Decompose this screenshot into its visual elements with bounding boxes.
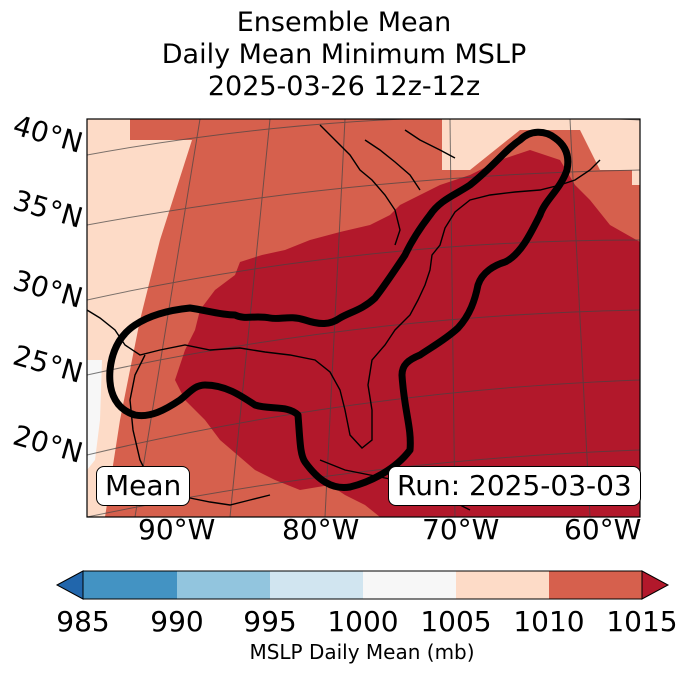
colorbar-tick-995: 995 (243, 605, 297, 638)
colorbar-frame (82, 570, 643, 600)
colorbar-tick-1015: 1015 (606, 605, 678, 638)
colorbar-tick-1005: 1005 (420, 605, 492, 638)
colorbar-bin-1010-1015 (549, 571, 642, 599)
lon-label-60: 60°W (564, 513, 642, 546)
colorbar-bin-985-990 (83, 571, 177, 599)
lon-label-90: 90°W (138, 513, 216, 546)
colorbar (55, 570, 670, 600)
map-area (87, 119, 640, 517)
colorbar-bin-990-995 (177, 571, 270, 599)
colorbar-tick-1000: 1000 (327, 605, 399, 638)
colorbar-extend-high (641, 570, 670, 600)
colorbar-bin-995-1000 (270, 571, 363, 599)
colorbar-bin-1000-1005 (363, 571, 456, 599)
title-line-3: 2025-03-26 12z-12z (207, 71, 481, 102)
colorbar-extend-low (55, 570, 84, 600)
colorbar-tick-1010: 1010 (513, 605, 585, 638)
run-date-box: Run: 2025-03-03 (388, 466, 641, 506)
title-line-2: Daily Mean Minimum MSLP (161, 39, 527, 70)
colorbar-label: MSLP Daily Mean (mb) (249, 640, 475, 664)
map-frame (86, 118, 641, 518)
mean-label-box: Mean (96, 466, 191, 506)
field-1005-1010-northeast (442, 119, 640, 185)
colorbar-bin-1005-1010 (456, 571, 549, 599)
title-line-1: Ensemble Mean (236, 7, 452, 38)
lon-label-70: 70°W (422, 513, 500, 546)
lon-label-80: 80°W (282, 513, 360, 546)
field-1005-1010-west (87, 119, 192, 517)
colorbar-tick-990: 990 (150, 605, 204, 638)
colorbar-tick-985: 985 (56, 605, 110, 638)
field-1000-1005 (87, 360, 102, 470)
